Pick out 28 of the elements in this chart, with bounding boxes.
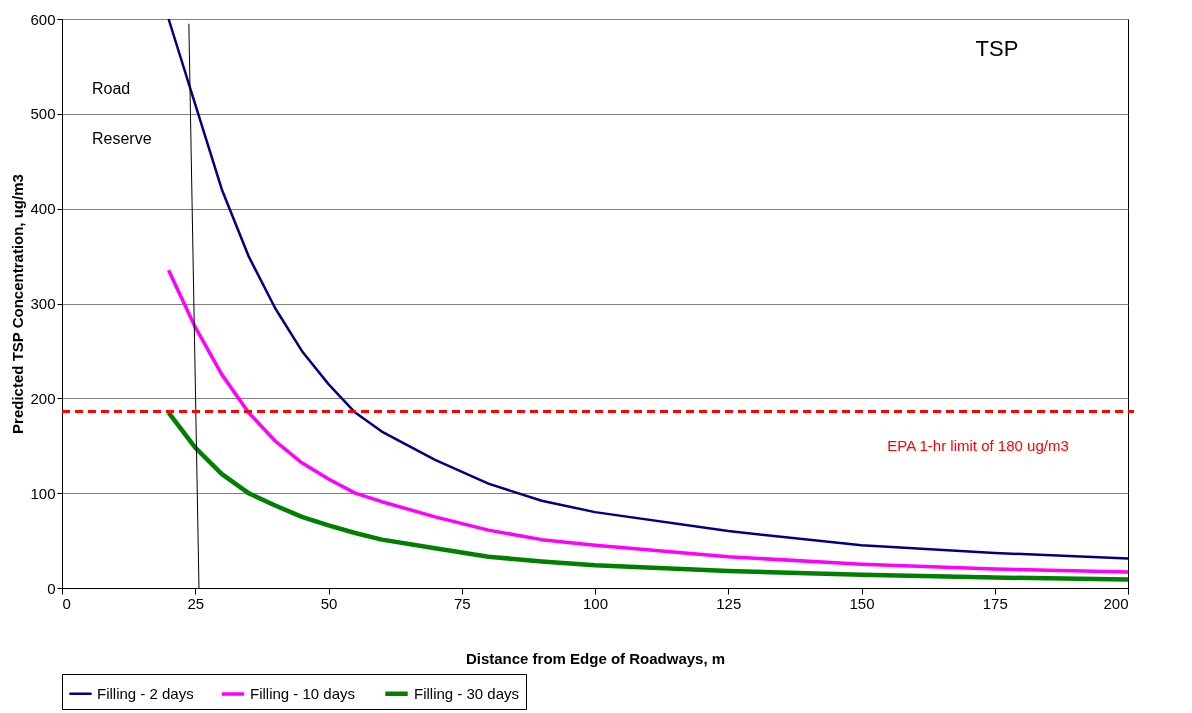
x-tick-label: 150: [849, 594, 875, 612]
legend-label: Filling - 2 days: [97, 684, 194, 702]
legend-label: Filling - 30 days: [414, 684, 520, 702]
line-series: [166, 268, 1130, 574]
x-tick-label: 50: [320, 594, 338, 612]
y-axis-title: Predicted TSP Concentration, ug/m3: [9, 174, 27, 434]
annotation: TSP: [975, 36, 1019, 61]
y-tick-label: 400: [30, 200, 56, 218]
x-tick-label: 100: [582, 594, 609, 612]
x-tick-label: 25: [187, 594, 205, 612]
x-tick-label: 0: [62, 594, 71, 612]
annotation: Reserve: [92, 130, 152, 147]
y-tick-label: 300: [30, 295, 56, 312]
y-tick-label: 100: [30, 484, 56, 502]
y-tick-label: 500: [30, 105, 56, 123]
legend-label: Filling - 10 days: [250, 685, 356, 702]
ref-line-label: EPA 1-hr limit of 180 ug/m3: [887, 436, 1069, 454]
x-tick-label: 125: [716, 594, 742, 612]
y-tick-label: 600: [30, 10, 56, 28]
line-series: [166, 410, 1131, 582]
x-tick-label: 200: [1103, 594, 1129, 612]
line-series: [167, 17, 1130, 560]
x-tick-label: 175: [982, 594, 1008, 612]
x-axis-title: Distance from Edge of Roadways, m: [465, 649, 726, 667]
annotation: Road: [92, 80, 131, 97]
y-tick-label: 200: [30, 389, 56, 407]
x-tick-label: 75: [453, 594, 471, 612]
y-tick-label: 0: [47, 579, 56, 597]
